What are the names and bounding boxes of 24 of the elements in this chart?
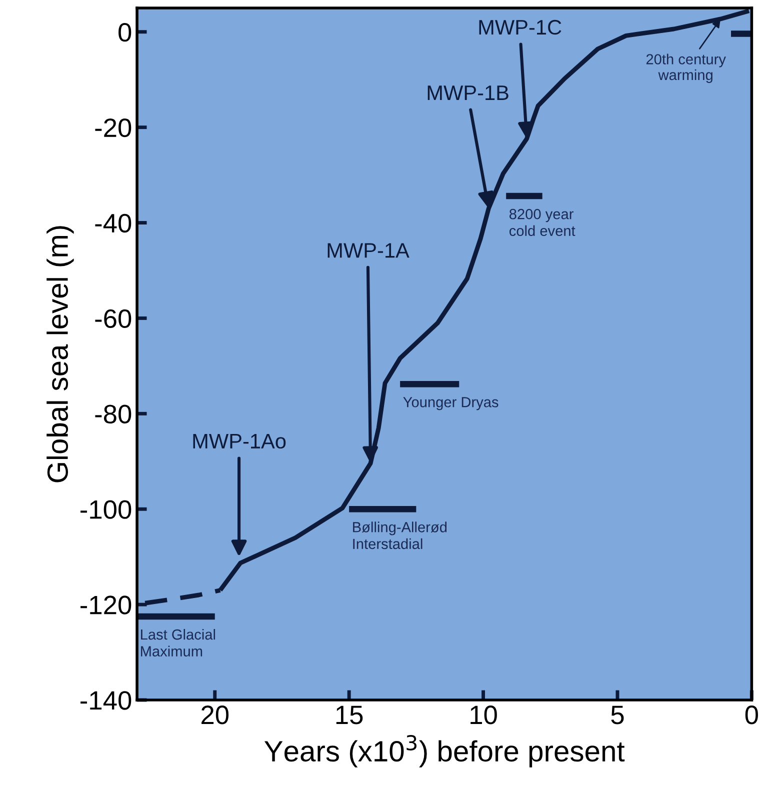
y-tick-label: -120 <box>80 596 132 614</box>
y-tick-label: 0 <box>118 22 132 42</box>
series-label: 8200 year cold event <box>509 208 576 236</box>
series-label: Bølling-Allerød Interstadial <box>353 522 447 550</box>
annotation: MWP-1Ao <box>193 434 286 449</box>
x-tick-label: 0 <box>745 706 758 724</box>
y-tick-label: -100 <box>80 500 132 519</box>
series-label: Last Glacial Maximum <box>141 628 216 656</box>
y-tick-label: -40 <box>95 214 132 233</box>
y-tick-label: -140 <box>80 691 132 710</box>
annotation: MWP-1B <box>428 86 508 100</box>
x-tick-label: 15 <box>336 706 363 724</box>
x-tick-label: 5 <box>611 706 624 724</box>
y-tick-label: -80 <box>95 404 132 424</box>
y-tick-label: -20 <box>95 118 132 138</box>
y-tick-label: -60 <box>95 309 132 328</box>
series-label: Younger Dryas <box>403 397 498 410</box>
annotation: MWP-1C <box>479 20 562 35</box>
y-axis-title: Global sea level (m) <box>46 226 74 482</box>
x-axis-title: Years (x10$^{3}$) before present <box>264 735 625 768</box>
annotation: MWP-1A <box>328 243 410 258</box>
x-tick-label: 20 <box>202 706 229 724</box>
x-tick-label: 10 <box>470 706 497 724</box>
annotation: 20th century warming <box>646 54 726 83</box>
